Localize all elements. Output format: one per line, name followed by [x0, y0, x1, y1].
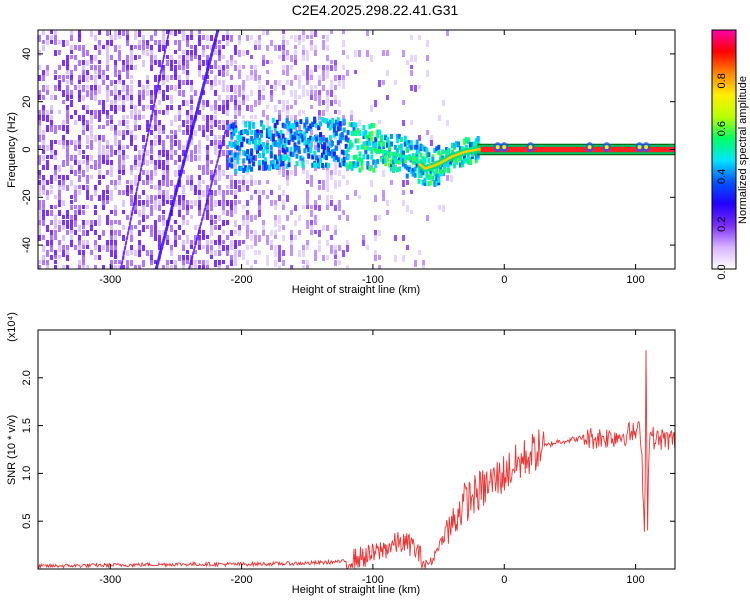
chart-title: C2E4.2025.298.22.41.G31 [292, 2, 459, 18]
spectrogram-streaks [119, 30, 227, 269]
y-tick-label: 0 [21, 146, 33, 152]
colorbar-label: Normalized spectral amplitude [737, 76, 749, 224]
y-tick-label: -40 [21, 237, 33, 253]
spectrogram-y-label: Frequency (Hz) [6, 112, 18, 188]
x-tick-label: -200 [231, 274, 253, 286]
y-tick-label: -20 [21, 189, 33, 205]
y-tick-label: 40 [21, 48, 33, 60]
x-tick-label: 100 [626, 574, 644, 586]
snr-y-multiplier: (x10⁴) [6, 312, 18, 342]
snr-series-line [38, 350, 675, 569]
colorbar-tick-label: 0.6 [716, 121, 728, 136]
spectrogram-noise [38, 30, 453, 269]
colorbar-ticks: 0.0 0.2 0.4 0.6 0.8 [716, 73, 728, 279]
snr-x-ticks: -300 -200 -100 0 100 [99, 330, 645, 586]
y-tick-label: 1.0 [21, 466, 33, 481]
y-tick-label: 0.5 [21, 514, 33, 529]
colorbar-tick-label: 0.0 [716, 264, 728, 279]
snr-y-ticks: 0.5 1.0 1.5 2.0 [21, 370, 675, 529]
colorbar: 0.0 0.2 0.4 0.6 0.8 Normalized spectral ampl… [711, 29, 749, 280]
spectrogram-x-ticks: -300 -200 -100 0 100 [99, 30, 645, 286]
x-tick-label: -200 [231, 574, 253, 586]
x-tick-label: 100 [626, 274, 644, 286]
spectrogram-ridge [228, 116, 675, 187]
snr-line-path [38, 350, 675, 569]
x-tick-label: -300 [99, 274, 121, 286]
x-tick-label: -100 [362, 274, 384, 286]
x-tick-label: -100 [362, 574, 384, 586]
snr-panel: -300 -200 -100 0 100 0.5 1.0 1.5 2.0 (x10⁴) Hei… [6, 312, 676, 596]
colorbar-tick-label: 0.4 [716, 169, 728, 184]
y-tick-label: 2.0 [21, 370, 33, 385]
colorbar-tick-label: 0.2 [716, 217, 728, 232]
snr-y-label: SNR (10 * v/v) [6, 415, 18, 485]
snr-frame [37, 329, 676, 570]
x-tick-label: -300 [99, 574, 121, 586]
x-tick-label: 0 [501, 574, 507, 586]
spectrogram-y-ticks: -40 -20 0 20 40 [21, 48, 675, 253]
spectrogram-x-label: Height of straight line (km) [292, 284, 420, 296]
x-tick-label: 0 [501, 274, 507, 286]
y-tick-label: 1.5 [21, 418, 33, 433]
snr-x-label: Height of straight line (km) [292, 584, 420, 596]
colorbar-gradient [711, 29, 737, 270]
y-tick-label: 20 [21, 96, 33, 108]
colorbar-tick-label: 0.8 [716, 73, 728, 88]
